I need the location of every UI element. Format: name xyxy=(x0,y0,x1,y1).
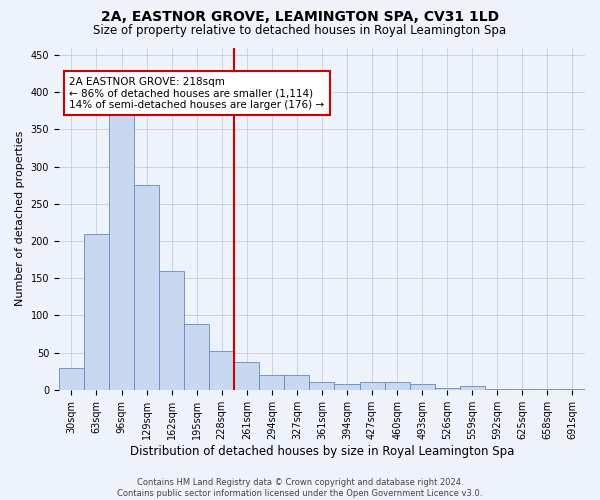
Bar xyxy=(59,368,84,390)
Bar xyxy=(109,111,134,390)
Bar xyxy=(385,382,410,390)
Bar xyxy=(159,271,184,390)
Bar xyxy=(234,362,259,390)
Bar xyxy=(184,324,209,390)
Bar xyxy=(259,375,284,390)
X-axis label: Distribution of detached houses by size in Royal Leamington Spa: Distribution of detached houses by size … xyxy=(130,444,514,458)
Bar xyxy=(84,234,109,390)
Y-axis label: Number of detached properties: Number of detached properties xyxy=(15,131,25,306)
Bar xyxy=(535,389,560,390)
Bar xyxy=(460,386,485,390)
Text: 2A EASTNOR GROVE: 218sqm
← 86% of detached houses are smaller (1,114)
14% of sem: 2A EASTNOR GROVE: 218sqm ← 86% of detach… xyxy=(70,76,325,110)
Bar xyxy=(334,384,359,390)
Text: 2A, EASTNOR GROVE, LEAMINGTON SPA, CV31 1LD: 2A, EASTNOR GROVE, LEAMINGTON SPA, CV31 … xyxy=(101,10,499,24)
Bar xyxy=(510,389,535,390)
Bar xyxy=(434,388,460,390)
Bar xyxy=(284,375,310,390)
Bar xyxy=(310,382,334,390)
Bar xyxy=(209,351,234,390)
Bar xyxy=(560,389,585,390)
Bar xyxy=(134,185,159,390)
Bar xyxy=(410,384,434,390)
Text: Contains HM Land Registry data © Crown copyright and database right 2024.
Contai: Contains HM Land Registry data © Crown c… xyxy=(118,478,482,498)
Bar xyxy=(359,382,385,390)
Bar xyxy=(485,389,510,390)
Text: Size of property relative to detached houses in Royal Leamington Spa: Size of property relative to detached ho… xyxy=(94,24,506,37)
